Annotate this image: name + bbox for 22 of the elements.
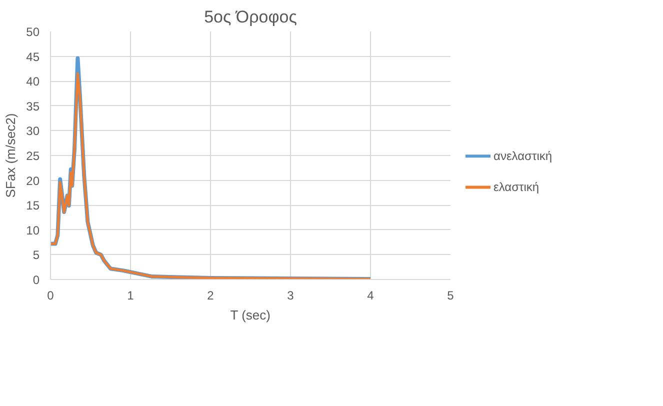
chart-title: 5ος Όροφος: [204, 8, 297, 26]
legend-label: ελαστική: [494, 180, 540, 194]
y-tick-label: 0: [32, 273, 40, 287]
y-tick-label: 5: [32, 248, 40, 262]
y-tick-label: 45: [26, 50, 40, 64]
legend-label: ανελαστική: [494, 149, 552, 164]
y-axis-title: SFax (m/sec2): [3, 113, 18, 198]
x-axis-title: T (sec): [230, 308, 270, 322]
x-tick-label: 1: [127, 288, 134, 302]
y-tick-label: 15: [26, 198, 40, 213]
y-tick-label: 30: [26, 124, 40, 138]
y-tick-label: 35: [26, 99, 40, 114]
y-tick-label: 20: [26, 174, 40, 188]
x-tick-label: 0: [47, 288, 54, 302]
y-tick-label: 50: [26, 25, 40, 39]
x-tick-label: 3: [287, 288, 294, 302]
x-tick-label: 4: [367, 288, 374, 302]
x-tick-label: 5: [447, 288, 454, 302]
y-tick-label: 25: [26, 149, 40, 163]
y-tick-label: 40: [26, 74, 40, 89]
x-tick-label: 2: [207, 288, 214, 302]
y-tick-label: 10: [26, 223, 40, 238]
